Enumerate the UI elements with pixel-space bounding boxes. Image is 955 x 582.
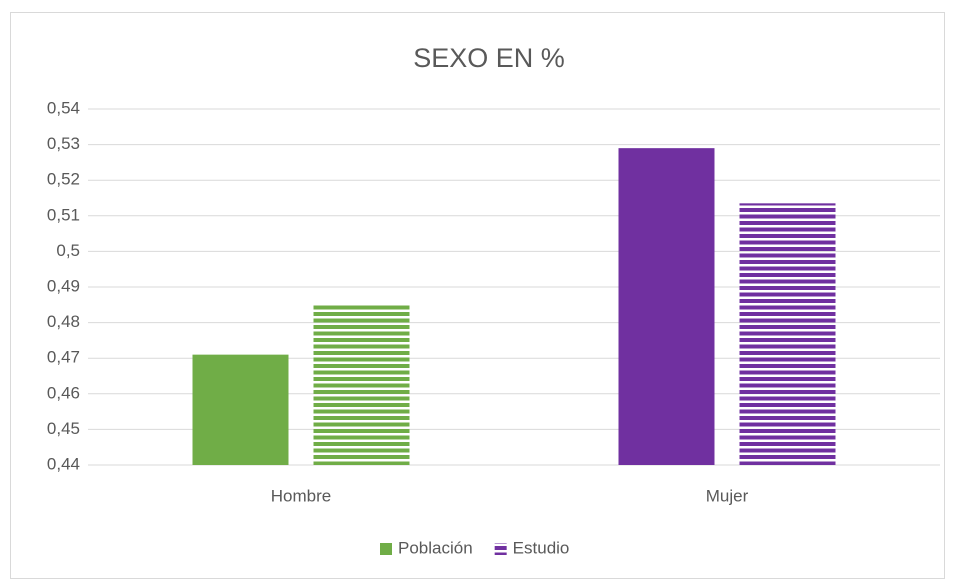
y-tick-label: 0,53 [47, 134, 80, 153]
legend-label: Estudio [513, 538, 570, 557]
y-tick-label: 0,46 [47, 383, 80, 402]
y-tick-label: 0,49 [47, 276, 80, 295]
chart-title: SEXO EN % [413, 43, 565, 73]
y-tick-label: 0,48 [47, 312, 80, 331]
legend-swatch [494, 543, 507, 555]
bar [313, 303, 410, 465]
y-tick-label: 0,45 [47, 419, 80, 438]
legend-label: Población [398, 538, 473, 557]
x-tick-label: Mujer [706, 486, 749, 505]
x-tick-label: Hombre [271, 486, 331, 505]
y-tick-label: 0,52 [47, 170, 80, 189]
y-tick-label: 0,51 [47, 205, 80, 224]
legend-swatch [380, 543, 392, 555]
y-tick-label: 0,54 [47, 98, 80, 117]
y-tick-label: 0,47 [47, 348, 80, 367]
y-tick-label: 0,44 [47, 454, 80, 473]
y-tick-label: 0,5 [56, 241, 80, 260]
bar [192, 354, 289, 465]
bar [618, 148, 715, 465]
bar [739, 203, 836, 465]
